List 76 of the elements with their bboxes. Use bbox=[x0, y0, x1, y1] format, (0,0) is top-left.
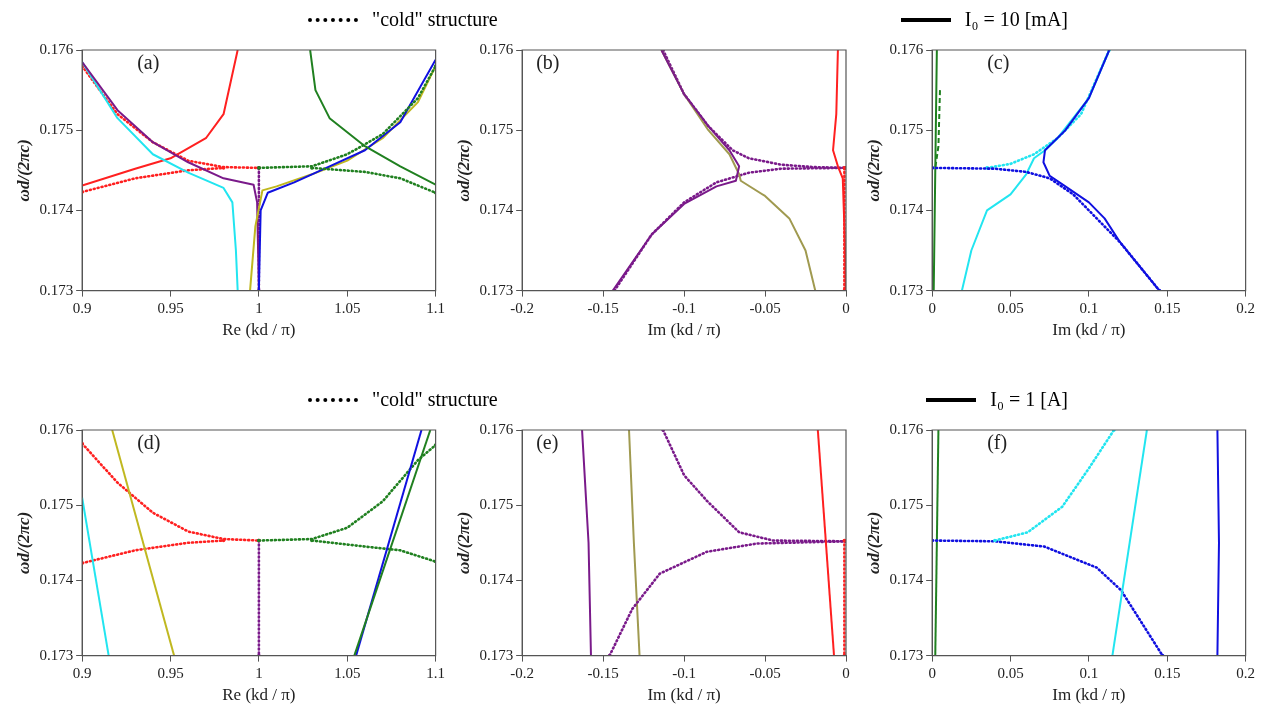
x-tick-label: 0 bbox=[842, 299, 850, 316]
chart-title: (b) bbox=[536, 51, 560, 75]
x-tick-label: -0.15 bbox=[587, 664, 619, 681]
x-tick-label: 1.1 bbox=[426, 664, 445, 681]
chart-title: (f) bbox=[987, 431, 1008, 455]
x-tick-label: -0.05 bbox=[749, 664, 781, 681]
text: "cold" structure bbox=[372, 8, 498, 31]
x-axis-title: Im (kd / π) bbox=[1052, 320, 1126, 340]
y-tick-label: 0.173 bbox=[39, 281, 74, 298]
text: I₀ = 1 [A] bbox=[990, 388, 1068, 411]
x-tick-label: -0.2 bbox=[510, 664, 535, 681]
chart-title: (d) bbox=[137, 431, 161, 455]
y-tick-label: 0.174 bbox=[39, 571, 74, 588]
y-tick-label: 0.175 bbox=[479, 496, 514, 513]
x-tick-label: 1.05 bbox=[334, 664, 361, 681]
x-tick-label: 0.1 bbox=[1079, 299, 1099, 316]
x-tick-label: 0.2 bbox=[1236, 299, 1255, 316]
x-tick-label: -0.15 bbox=[587, 299, 619, 316]
y-tick-label: 0.173 bbox=[889, 646, 924, 663]
x-tick-label: 1 bbox=[255, 299, 263, 316]
x-tick-label: 0 bbox=[928, 664, 936, 681]
x-tick-label: 0.95 bbox=[157, 664, 184, 681]
y-tick-label: 0.176 bbox=[39, 420, 74, 437]
x-tick-label: -0.1 bbox=[672, 299, 696, 316]
x-tick-label: 0.2 bbox=[1236, 664, 1255, 681]
y-axis-title: ωd/(2πc) bbox=[453, 511, 473, 574]
x-tick-label: 0.9 bbox=[72, 299, 92, 316]
x-tick-label: 0.15 bbox=[1154, 664, 1181, 681]
y-tick-label: 0.174 bbox=[889, 571, 924, 588]
x-axis-title: Re (kd / π) bbox=[222, 320, 296, 340]
y-axis-title: ωd/(2πc) bbox=[863, 139, 883, 202]
y-tick-label: 0.174 bbox=[39, 201, 74, 218]
chart-title: (e) bbox=[536, 431, 559, 455]
x-tick-label: 1 bbox=[255, 664, 263, 681]
x-tick-label: 0.15 bbox=[1154, 299, 1181, 316]
y-tick-label: 0.176 bbox=[479, 420, 514, 437]
x-tick-label: -0.05 bbox=[749, 299, 781, 316]
y-axis-title: ωd/(2πc) bbox=[13, 139, 33, 202]
y-axis-title: ωd/(2πc) bbox=[453, 139, 473, 202]
y-tick-label: 0.174 bbox=[479, 571, 514, 588]
y-tick-label: 0.173 bbox=[39, 646, 74, 663]
x-tick-label: 0.95 bbox=[157, 299, 184, 316]
x-axis-title: Im (kd / π) bbox=[647, 320, 721, 340]
x-tick-label: 0.1 bbox=[1079, 664, 1099, 681]
y-tick-label: 0.176 bbox=[479, 40, 514, 57]
y-tick-label: 0.176 bbox=[889, 40, 924, 57]
x-axis-title: Re (kd / π) bbox=[222, 685, 296, 705]
x-tick-label: 0 bbox=[928, 299, 936, 316]
y-tick-label: 0.176 bbox=[39, 40, 74, 57]
y-tick-label: 0.174 bbox=[479, 201, 514, 218]
x-tick-label: -0.1 bbox=[672, 664, 696, 681]
x-tick-label: 0 bbox=[842, 664, 850, 681]
y-tick-label: 0.176 bbox=[889, 420, 924, 437]
x-tick-label: -0.2 bbox=[510, 299, 535, 316]
x-axis-title: Im (kd / π) bbox=[647, 685, 721, 705]
y-tick-label: 0.174 bbox=[889, 201, 924, 218]
y-axis-title: ωd/(2πc) bbox=[863, 511, 883, 574]
y-tick-label: 0.173 bbox=[479, 646, 514, 663]
y-axis-title: ωd/(2πc) bbox=[13, 511, 33, 574]
y-tick-label: 0.175 bbox=[889, 121, 924, 138]
text: "cold" structure bbox=[372, 388, 498, 411]
y-tick-label: 0.175 bbox=[889, 496, 924, 513]
x-tick-label: 0.05 bbox=[997, 664, 1024, 681]
x-tick-label: 1.05 bbox=[334, 299, 361, 316]
x-tick-label: 0.05 bbox=[997, 299, 1024, 316]
y-tick-label: 0.175 bbox=[39, 496, 74, 513]
chart-title: (c) bbox=[987, 51, 1010, 75]
x-tick-label: 1.1 bbox=[426, 299, 445, 316]
x-tick-label: 0.9 bbox=[72, 664, 92, 681]
chart-title: (a) bbox=[137, 51, 160, 75]
y-tick-label: 0.173 bbox=[889, 281, 924, 298]
y-tick-label: 0.175 bbox=[39, 121, 74, 138]
y-tick-label: 0.173 bbox=[479, 281, 514, 298]
text: I₀ = 10 [mA] bbox=[964, 8, 1068, 31]
x-axis-title: Im (kd / π) bbox=[1052, 685, 1126, 705]
y-tick-label: 0.175 bbox=[479, 121, 514, 138]
